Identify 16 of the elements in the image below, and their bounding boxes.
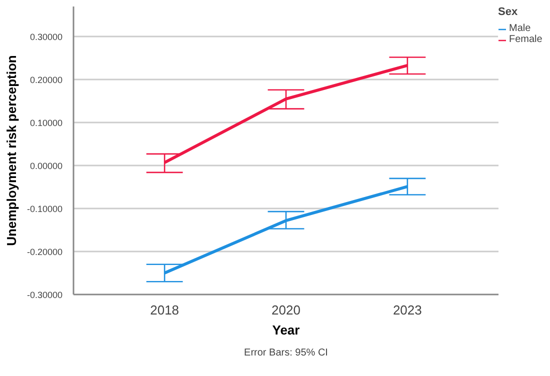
legend-label: Male: [509, 23, 531, 34]
y-tick-label: 0.30000: [30, 32, 63, 42]
y-tick-label: 0.00000: [30, 161, 63, 172]
y-tick-label: -0.10000: [26, 204, 62, 214]
legend-label: Female: [509, 34, 542, 45]
y-tick-label: 0.20000: [30, 75, 63, 86]
legend-title: Sex: [498, 6, 519, 18]
x-axis-title: Year: [272, 322, 300, 338]
x-tick-label: 2023: [392, 302, 422, 318]
y-axis-title: Unemployment risk perception: [4, 55, 19, 246]
y-tick-label: -0.30000: [26, 290, 62, 300]
y-tick-label: 0.10000: [30, 118, 63, 128]
x-tick-label: 2018: [150, 302, 180, 318]
y-tick-label: -0.20000: [26, 247, 62, 258]
x-tick-label: 2020: [272, 302, 300, 318]
text: Error Bars: 95% CI: [244, 348, 328, 358]
